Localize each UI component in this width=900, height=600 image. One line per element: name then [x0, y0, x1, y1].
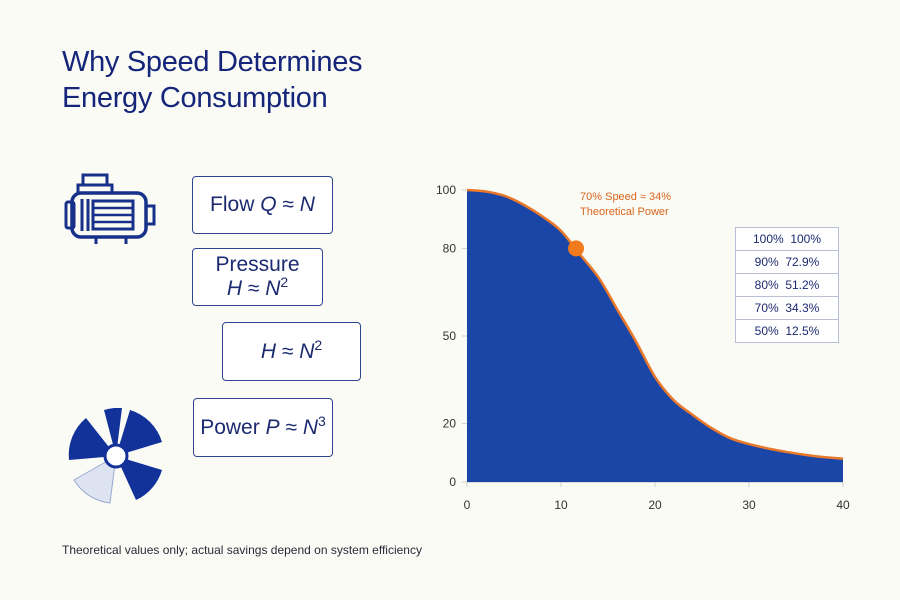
pressure-formula-box: Pressure H ≈ N2 — [192, 248, 323, 306]
flow-base: N — [299, 193, 315, 216]
power-relation: ≈ — [285, 415, 297, 439]
footnote: Theoretical values only; actual savings … — [62, 543, 422, 557]
title-line-2: Energy Consumption — [62, 82, 328, 114]
head-formula: H ≈ N2 — [260, 336, 323, 364]
electric-motor-icon — [62, 172, 158, 253]
y-tick-label: 80 — [443, 241, 457, 255]
title-line-1: Why Speed Determines — [62, 46, 363, 78]
speed-power-cell: 80% 51.2% — [735, 273, 839, 297]
y-tick-label: 100 — [436, 183, 456, 197]
head-exponent: 2 — [314, 336, 323, 353]
pressure-relation: ≈ — [247, 277, 260, 300]
pressure-exponent: 2 — [280, 274, 289, 290]
head-variable: H — [260, 339, 276, 363]
seventy-percent-marker — [568, 240, 585, 257]
flow-label: Flow — [210, 193, 255, 216]
speed-power-cell: 100% 100% — [735, 227, 839, 251]
table-row: 100% 100% — [735, 227, 839, 251]
y-axis: 0 20 50 80 100 — [436, 183, 467, 489]
flow-formula: Flow Q ≈ N — [210, 193, 315, 217]
pressure-formula: H ≈ N2 — [226, 274, 289, 301]
table-row: 90% 72.9% — [735, 250, 839, 274]
x-tick-label: 30 — [742, 498, 756, 512]
power-curve-chart: 0 20 50 80 100 0 10 20 30 40 70% Speed ≈ 34% The… — [436, 183, 850, 512]
power-formula: Power P ≈ N3 — [200, 412, 326, 440]
x-tick-label: 10 — [554, 498, 568, 512]
flow-relation: ≈ — [282, 193, 294, 216]
power-exponent: 3 — [317, 412, 326, 429]
y-tick-label: 0 — [449, 475, 456, 489]
speed-power-cell: 50% 12.5% — [735, 319, 839, 343]
x-axis: 0 10 20 30 40 — [464, 482, 850, 512]
x-tick-label: 40 — [836, 498, 850, 512]
power-curve-line — [466, 188, 844, 460]
flow-formula-box: Flow Q ≈ N — [192, 176, 333, 234]
annotation-line-2: Theoretical Power — [580, 206, 669, 218]
y-tick-label: 50 — [443, 329, 457, 343]
y-tick-label: 20 — [443, 417, 457, 431]
pressure-variable: H — [226, 277, 242, 300]
pressure-base: N — [265, 277, 281, 300]
power-area-series — [467, 190, 843, 482]
annotation-line-1: 70% Speed ≈ 34% — [580, 191, 671, 203]
flow-variable: Q — [260, 193, 277, 216]
table-row: 50% 12.5% — [735, 319, 839, 343]
fan-impeller-icon — [66, 407, 166, 509]
page-title: Why Speed Determines Energy Consumption — [62, 44, 363, 116]
table-row: 80% 51.2% — [735, 273, 839, 297]
x-tick-label: 20 — [648, 498, 662, 512]
speed-power-cell: 90% 72.9% — [735, 250, 839, 274]
head-relation: ≈ — [281, 339, 294, 363]
x-tick-label: 0 — [464, 498, 471, 512]
speed-power-table: 100% 100% 90% 72.9% 80% 51.2% 70% 34.3% 50% … — [735, 227, 839, 343]
power-formula-box: Power P ≈ N3 — [193, 398, 333, 457]
pressure-label: Pressure — [215, 253, 300, 276]
power-label: Power — [200, 415, 260, 439]
head-formula-box: H ≈ N2 — [222, 322, 361, 381]
power-base: N — [302, 415, 318, 439]
speed-power-cell: 70% 34.3% — [735, 296, 839, 320]
table-row: 70% 34.3% — [735, 296, 839, 320]
power-variable: P — [265, 415, 280, 439]
head-base: N — [299, 339, 315, 363]
